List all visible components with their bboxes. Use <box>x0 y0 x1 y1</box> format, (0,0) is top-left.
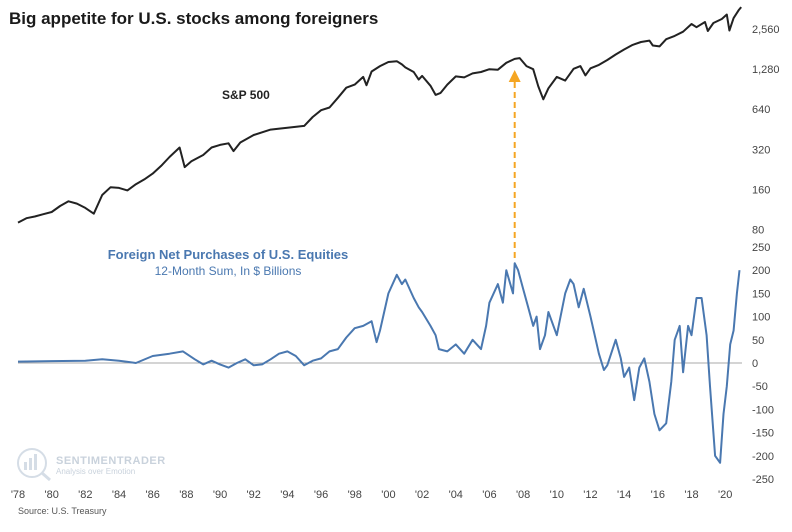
upper-y-tick-label: 80 <box>752 224 764 236</box>
lower-y-tick-label: 0 <box>752 358 758 370</box>
x-tick-label: '88 <box>179 489 193 501</box>
x-tick-label: '08 <box>516 489 530 501</box>
series-label-foreign: Foreign Net Purchases of U.S. Equities <box>108 247 349 262</box>
watermark: SENTIMENTRADER Analysis over Emotion <box>17 448 166 482</box>
chart-title: Big appetite for U.S. stocks among forei… <box>9 9 378 28</box>
upper-y-tick-label: 1,280 <box>752 64 780 76</box>
x-tick-label: '20 <box>718 489 732 501</box>
upper-y-tick-label: 640 <box>752 104 770 116</box>
watermark-brand: SENTIMENTRADER <box>56 455 166 467</box>
series-line-sp500 <box>17 6 742 224</box>
series-sublabel-foreign: 12-Month Sum, In $ Billions <box>155 264 302 278</box>
lower-y-tick-label: 100 <box>752 312 770 324</box>
annotation-arrowhead-icon <box>508 70 521 82</box>
x-tick-label: '80 <box>45 489 59 501</box>
x-tick-label: '86 <box>146 489 160 501</box>
upper-y-tick-label: 2,560 <box>752 24 780 36</box>
lower-y-tick-label: 250 <box>752 242 770 254</box>
series-label-sp500: S&P 500 <box>222 88 270 102</box>
x-tick-label: '12 <box>583 489 597 501</box>
x-tick-label: '82 <box>78 489 92 501</box>
lower-y-tick-label: -50 <box>752 381 768 393</box>
x-tick-label: '98 <box>348 489 362 501</box>
lower-y-tick-label: -200 <box>752 451 774 463</box>
x-tick-label: '96 <box>314 489 328 501</box>
x-tick-label: '10 <box>550 489 564 501</box>
lower-y-tick-label: 150 <box>752 288 770 300</box>
upper-y-tick-label: 160 <box>752 184 770 196</box>
x-tick-label: '16 <box>651 489 665 501</box>
lower-y-axis: 250 200 150 100 50 0 -50 -100 -150 -200 -250 <box>752 242 774 486</box>
watermark-logo-icon <box>17 448 51 482</box>
lower-y-tick-label: -150 <box>752 428 774 440</box>
x-tick-label: '00 <box>381 489 395 501</box>
x-tick-label: '90 <box>213 489 227 501</box>
x-tick-label: '94 <box>280 489 294 501</box>
x-tick-label: '92 <box>247 489 261 501</box>
x-axis: '78 '80 '82 '84 '86 '88 '90 '92 '94 '96 '98 '00 '02 '… <box>11 489 733 501</box>
watermark-tagline: Analysis over Emotion <box>56 467 135 476</box>
upper-y-axis: 2,560 1,280 640 320 160 80 <box>752 24 780 236</box>
x-tick-label: '04 <box>449 489 463 501</box>
upper-y-tick-label: 320 <box>752 144 770 156</box>
x-tick-label: '78 <box>11 489 25 501</box>
x-tick-label: '06 <box>482 489 496 501</box>
series-line-foreign-purchases <box>17 262 741 464</box>
lower-y-tick-label: 200 <box>752 265 770 277</box>
x-tick-label: '18 <box>684 489 698 501</box>
lower-y-tick-label: -100 <box>752 404 774 416</box>
source-note: Source: U.S. Treasury <box>18 506 107 516</box>
x-tick-label: '14 <box>617 489 631 501</box>
lower-y-tick-label: 50 <box>752 335 764 347</box>
x-tick-label: '84 <box>112 489 126 501</box>
x-tick-label: '02 <box>415 489 429 501</box>
lower-y-tick-label: -250 <box>752 474 774 486</box>
